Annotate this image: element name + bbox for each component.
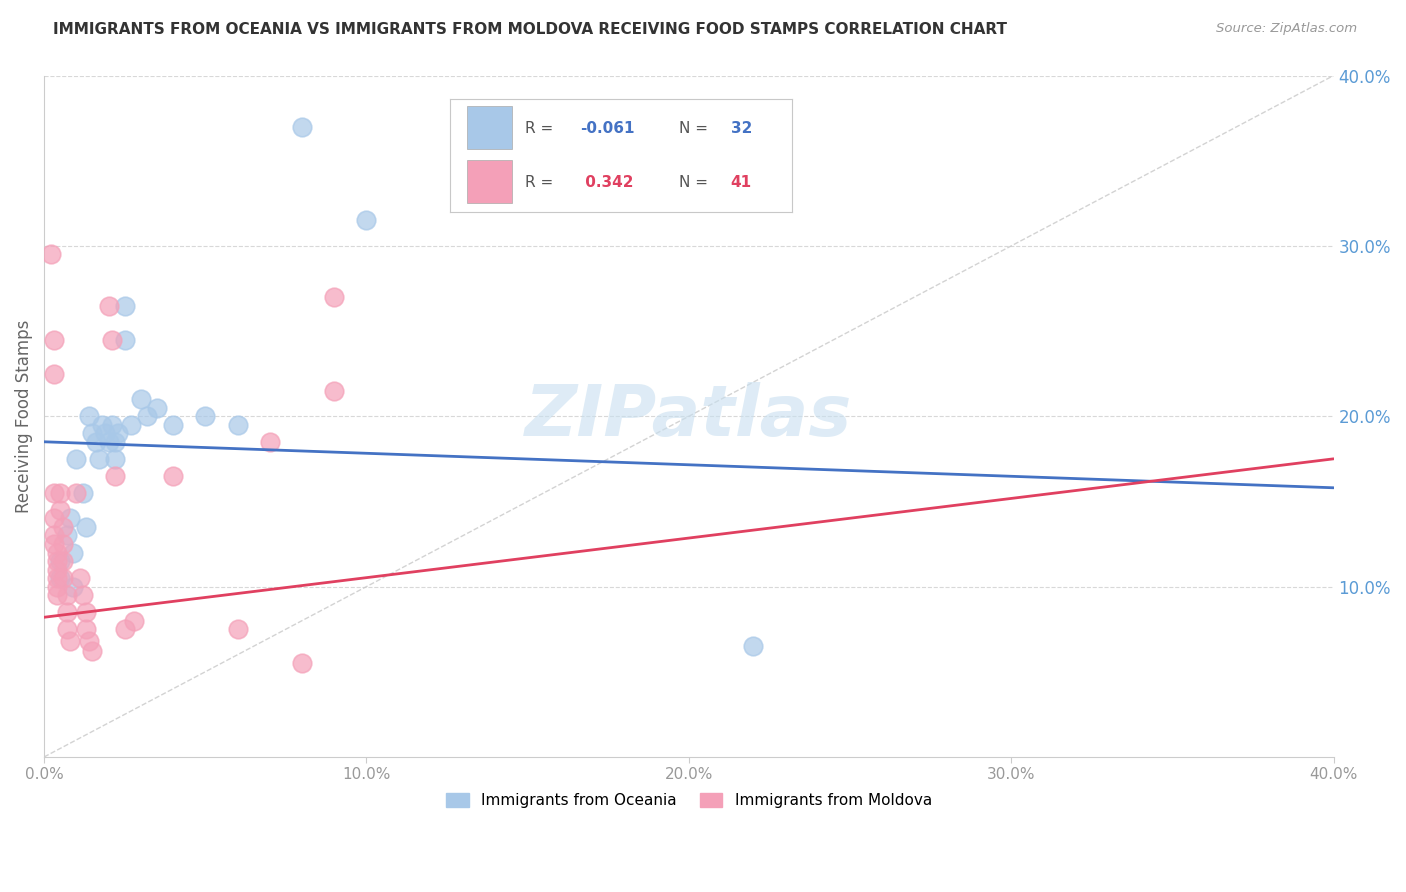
Point [59,634,82,648]
Point [104,468,127,483]
Point [42,528,65,542]
Point [91,417,114,432]
Point [65,486,87,500]
Point [259,434,281,449]
Point [323,290,346,304]
Point [82,644,104,658]
Point [59,511,82,525]
Point [52,537,75,551]
Point [94,426,117,441]
Text: Source: ZipAtlas.com: Source: ZipAtlas.com [1216,22,1357,36]
Point [46,545,69,559]
Point [146,401,169,415]
Text: ZIPatlas: ZIPatlas [526,382,852,450]
Point [42,367,65,381]
Point [291,120,314,134]
Point [62,545,84,559]
Point [114,622,136,636]
Point [136,409,159,424]
Point [49,554,72,568]
Point [46,580,69,594]
Point [77,409,100,424]
Point [72,486,94,500]
Point [194,409,217,424]
Point [356,213,378,227]
Point [82,426,104,441]
Point [120,417,142,432]
Point [87,451,110,466]
Point [129,392,152,407]
Point [39,247,62,261]
Point [97,434,120,449]
Point [42,537,65,551]
Point [101,333,124,347]
Legend: Immigrants from Oceania, Immigrants from Moldova: Immigrants from Oceania, Immigrants from… [440,787,938,814]
Point [75,622,97,636]
Point [42,511,65,525]
Point [55,588,77,602]
Point [52,571,75,585]
Point [101,417,124,432]
Point [162,417,184,432]
Point [107,426,129,441]
Point [77,634,100,648]
Point [65,451,87,466]
Text: IMMIGRANTS FROM OCEANIA VS IMMIGRANTS FROM MOLDOVA RECEIVING FOOD STAMPS CORRELA: IMMIGRANTS FROM OCEANIA VS IMMIGRANTS FR… [53,22,1008,37]
Point [49,571,72,585]
Point [226,417,249,432]
Y-axis label: Receiving Food Stamps: Receiving Food Stamps [15,319,32,513]
Point [69,571,91,585]
Point [42,486,65,500]
Point [46,554,69,568]
Point [46,588,69,602]
Point [84,434,107,449]
Point [55,605,77,619]
Point [49,486,72,500]
Point [42,333,65,347]
Point [52,520,75,534]
Point [46,563,69,577]
Point [49,503,72,517]
Point [226,622,249,636]
Point [55,622,77,636]
Point [52,554,75,568]
Point [75,605,97,619]
Point [291,657,314,671]
Point [114,333,136,347]
Point [46,571,69,585]
Point [162,468,184,483]
Point [72,588,94,602]
Point [97,298,120,312]
Point [104,434,127,449]
Point [62,580,84,594]
Point [124,614,146,628]
Point [75,520,97,534]
Point [742,639,765,653]
Point [114,298,136,312]
Point [55,528,77,542]
Point [323,384,346,398]
Point [104,451,127,466]
